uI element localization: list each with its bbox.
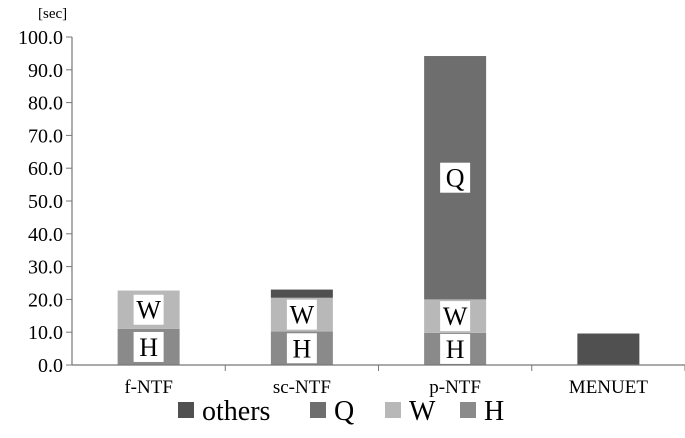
- segment-label-box: [440, 162, 471, 193]
- segment-label: H: [446, 335, 465, 364]
- legend-label-others: others: [202, 396, 270, 427]
- legend-swatch-h: [460, 402, 476, 418]
- y-tick-label: 80.0: [28, 93, 63, 115]
- legend-swatch-w: [385, 402, 401, 418]
- x-category-label: sc-NTF: [273, 377, 331, 398]
- y-tick-label: 20.0: [28, 289, 63, 311]
- bar-segment-others-menuet: [577, 333, 640, 365]
- legend-label-q: Q: [334, 396, 354, 427]
- segment-label-box: [286, 299, 317, 330]
- segment-label: Q: [446, 164, 465, 193]
- y-axis-ticks: 0.0 10.0 20.0 30.0 40.0 50.0 60.0 70.0 80.0 90.0 1…: [18, 27, 72, 377]
- y-axis-unit-label: [sec]: [38, 6, 67, 22]
- axes: [71, 37, 685, 371]
- y-tick-label: 90.0: [28, 60, 63, 82]
- segment-label: W: [290, 301, 315, 330]
- bar-segment-others-sc-ntf: [270, 289, 333, 298]
- y-tick-label: 0.0: [38, 355, 63, 377]
- x-category-label: p-NTF: [429, 377, 481, 398]
- x-category-label: f-NTF: [124, 377, 173, 398]
- segment-label: W: [443, 302, 468, 331]
- y-tick-label: 10.0: [28, 322, 63, 344]
- legend-swatch-q: [310, 402, 326, 418]
- y-tick-label: 60.0: [28, 158, 63, 180]
- segment-label-box: [440, 301, 471, 332]
- segment-label-box: [133, 294, 164, 325]
- y-tick-label: 100.0: [18, 27, 63, 49]
- segment-label-box: [286, 333, 317, 364]
- segment-label-box: [440, 333, 471, 364]
- segment-label: H: [139, 333, 158, 362]
- legend-label-h: H: [484, 396, 504, 427]
- x-category-label: MENUET: [569, 377, 649, 398]
- y-tick-label: 50.0: [28, 191, 63, 213]
- legend-swatch-others: [178, 402, 194, 418]
- y-tick-label: 40.0: [28, 224, 63, 246]
- legend-label-w: W: [409, 396, 436, 427]
- y-tick-label: 70.0: [28, 125, 63, 147]
- segment-label-box: [133, 331, 164, 362]
- segment-label: H: [292, 334, 311, 363]
- x-axis-labels: f-NTF sc-NTF p-NTF MENUET: [124, 377, 648, 398]
- legend: others Q W H: [178, 396, 504, 427]
- y-tick-label: 30.0: [28, 257, 63, 279]
- segment-label: W: [136, 296, 161, 325]
